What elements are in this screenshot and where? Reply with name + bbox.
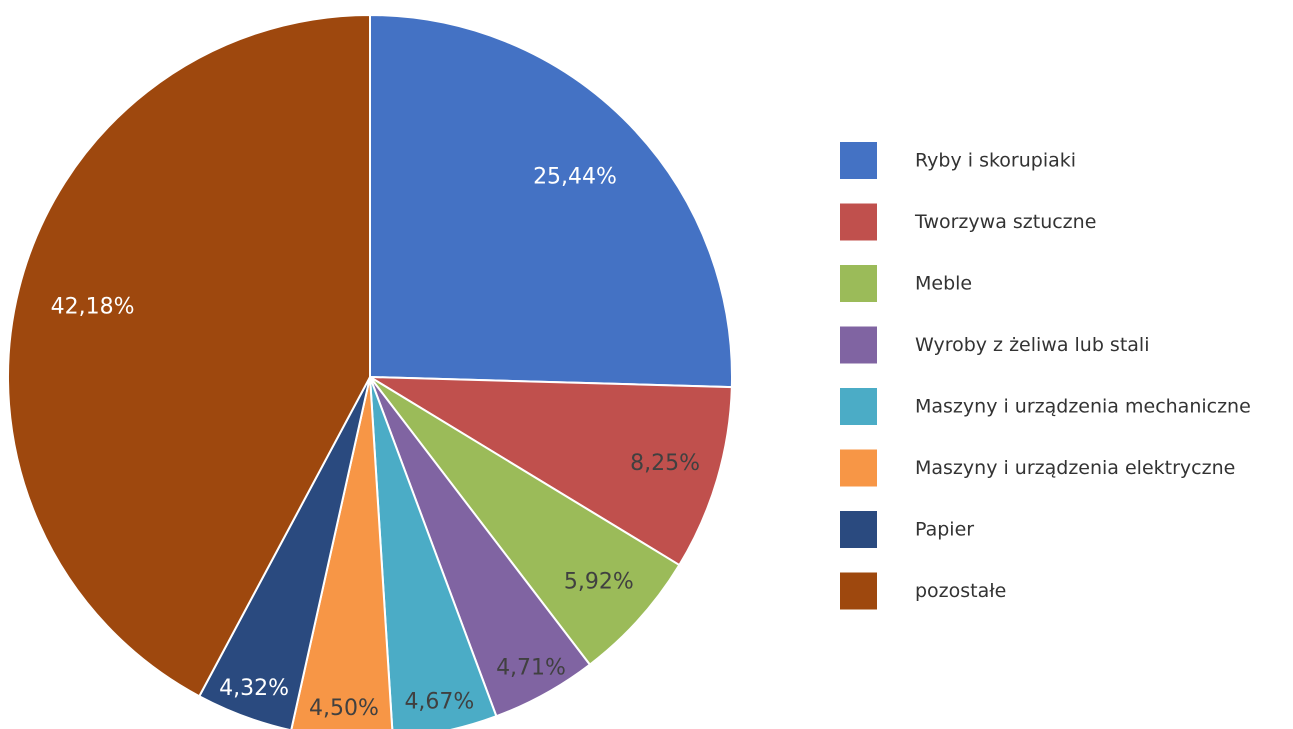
legend-swatch — [840, 142, 877, 179]
legend-swatch — [840, 388, 877, 425]
legend-text: Wyroby z żeliwa lub stali — [915, 334, 1150, 356]
pie-slice — [369, 376, 498, 729]
legend-swatch — [840, 265, 877, 302]
pie-slice — [366, 375, 733, 567]
legend-swatch — [840, 572, 877, 610]
slice-label: 4,71% — [496, 656, 566, 681]
slice-label: 8,25% — [630, 451, 700, 476]
legend-text: pozostałe — [915, 580, 1006, 602]
legend-swatch — [840, 203, 877, 241]
slice-label: 4,32% — [219, 676, 289, 701]
legend-text: Ryby i skorupiaki — [915, 150, 1076, 172]
pie-slice — [369, 13, 733, 389]
slice-label: 25,44% — [533, 165, 617, 190]
slice-label: 4,67% — [404, 690, 474, 715]
slice-label: 5,92% — [564, 570, 634, 595]
legend-swatch — [840, 511, 877, 548]
legend-text: Papier — [915, 519, 974, 541]
slice-label: 42,18% — [51, 294, 135, 319]
pie-slice — [7, 13, 371, 698]
slice-label: 4,50% — [309, 696, 379, 721]
legend-swatch — [840, 326, 877, 364]
pie-slice — [369, 376, 681, 667]
pie-slice — [290, 376, 394, 729]
legend-text: Meble — [915, 273, 972, 295]
legend-swatch — [840, 449, 877, 487]
legend-text: Maszyny i urządzenia mechaniczne — [915, 396, 1251, 418]
legend-text: Tworzywa sztuczne — [914, 211, 1096, 233]
legend-text: Maszyny i urządzenia elektryczne — [915, 457, 1235, 479]
